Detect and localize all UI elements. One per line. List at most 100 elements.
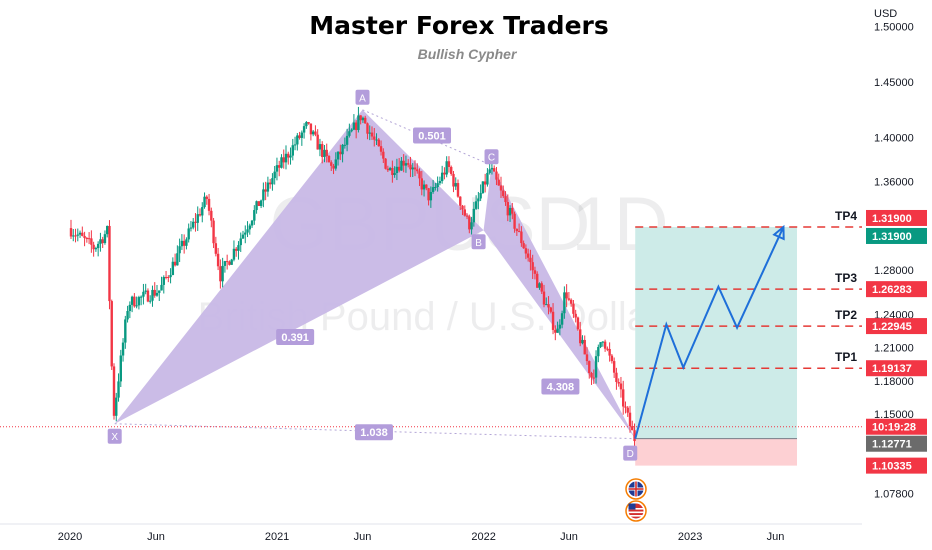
y-tick-label: 1.40000 [874, 132, 914, 144]
candle-body [300, 132, 304, 138]
candle-body [549, 307, 552, 312]
candle-body [617, 381, 620, 384]
price-tag [866, 435, 927, 452]
candle-body [85, 238, 89, 240]
candle-body [572, 303, 575, 314]
candle-body [628, 412, 632, 427]
candle-body [366, 123, 369, 134]
candle-body [540, 283, 543, 292]
candle-body [126, 311, 129, 320]
candle-body [531, 262, 534, 271]
candle-body [420, 178, 423, 190]
candle-body [361, 117, 365, 121]
price-tag-label: 1.10335 [872, 461, 912, 473]
candle-body [83, 235, 86, 239]
x-tick-label: 2023 [678, 531, 702, 543]
candle-body [187, 228, 190, 240]
candle-body [348, 131, 351, 136]
candle-body [608, 348, 611, 356]
target-label-tp1: TP1 [835, 350, 857, 364]
candle-body [493, 168, 496, 172]
candle-body [463, 209, 466, 216]
candle-body [330, 162, 333, 166]
candle-body [336, 151, 340, 160]
candle-body [526, 253, 530, 258]
candle-body [551, 311, 555, 330]
price-tag-label: 1.19137 [872, 363, 912, 375]
candle-body [142, 291, 145, 297]
candle-body [139, 296, 143, 298]
x-tick-label: 2020 [58, 531, 82, 543]
y-tick-label: 1.07800 [874, 489, 914, 501]
candle-body [343, 144, 347, 146]
ratio-badge [276, 329, 315, 346]
candle-body [427, 188, 430, 201]
candle-body [230, 259, 233, 265]
candle-body [235, 248, 238, 251]
point-badge [107, 428, 122, 444]
candle-body [533, 270, 537, 274]
candle-body [563, 292, 566, 314]
candle-body [305, 122, 308, 127]
candle-body [495, 171, 498, 180]
x-axis[interactable]: 2020 Jun 2021 Jun 2022 Jun 2023 Jun [0, 523, 862, 543]
candle-body [579, 329, 582, 344]
candle-body [135, 305, 138, 307]
x-tick-label: Jun [767, 531, 785, 543]
stop-zone [635, 438, 797, 466]
candle-body [504, 196, 507, 203]
candle-body [76, 234, 79, 236]
price-tag [866, 360, 927, 377]
y-tick-label: 1.50000 [874, 22, 914, 34]
projection-path [634, 226, 785, 439]
candle-body [96, 243, 100, 249]
candle-body [461, 205, 464, 210]
candle-body [223, 261, 227, 266]
candle-body [264, 189, 267, 192]
candle-body [375, 139, 378, 141]
candle-body [597, 347, 600, 357]
candle-body [425, 184, 428, 189]
candle-body [486, 172, 489, 185]
candle-body [171, 261, 175, 275]
candle-body [178, 246, 181, 254]
candle-body [149, 300, 152, 302]
candle-body [72, 235, 75, 237]
candle-body [153, 289, 156, 296]
candle-body [538, 283, 541, 288]
candle-body [447, 161, 451, 167]
candle-body [321, 144, 324, 158]
candle-body [438, 181, 442, 184]
candle-body [429, 191, 433, 201]
candle-body [386, 168, 390, 171]
uk-flag-icon[interactable] [625, 478, 647, 500]
candle-body [393, 173, 396, 176]
candle-body [502, 190, 505, 197]
candle-body [144, 290, 147, 292]
candle-body [474, 201, 478, 209]
candle-body [497, 179, 500, 186]
us-flag-icon[interactable] [625, 500, 647, 522]
candle-body [108, 225, 111, 302]
candle-body [592, 377, 595, 379]
candle-body [583, 339, 586, 355]
candle-body [413, 167, 417, 170]
target-zone [635, 226, 797, 439]
candle-body [278, 165, 281, 168]
candle-body [78, 232, 82, 235]
point-label-c: C [488, 153, 495, 164]
candle-body [377, 139, 380, 147]
candle-body [554, 329, 557, 333]
event-icons[interactable] [625, 478, 647, 522]
candle-body [483, 181, 487, 185]
point-badge [484, 149, 499, 165]
candle-body [221, 265, 224, 282]
ratio-badge [354, 424, 393, 441]
candle-body [273, 171, 276, 179]
price-tag [866, 281, 927, 298]
price-tag [866, 209, 927, 226]
candle-body [137, 297, 141, 306]
candle-body [241, 234, 245, 239]
candle-body [117, 381, 120, 398]
